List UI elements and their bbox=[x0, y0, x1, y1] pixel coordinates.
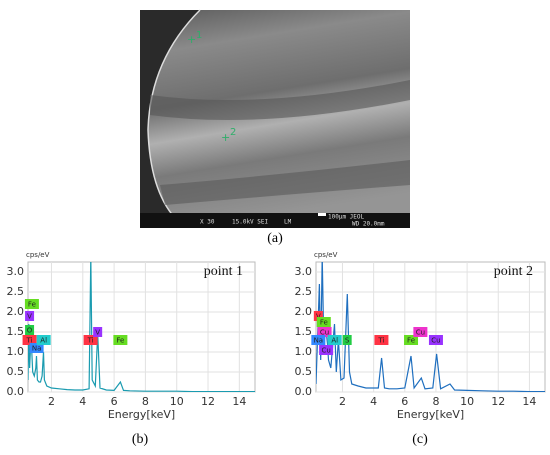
y-tick-label: 1.0 bbox=[7, 345, 25, 358]
element-tag-label: Na bbox=[314, 337, 324, 345]
y-tick-label: 2.0 bbox=[295, 305, 313, 318]
element-tag-label: Ti bbox=[87, 337, 94, 345]
sem-scale-bar bbox=[318, 213, 326, 216]
element-tag bbox=[319, 345, 334, 355]
y-tick-label: 0.0 bbox=[7, 385, 25, 398]
caption: (b) bbox=[132, 432, 149, 447]
y-axis-label: cps/eV bbox=[26, 251, 50, 259]
element-tag bbox=[316, 317, 331, 327]
element-tag bbox=[374, 335, 389, 345]
y-tick-label: 0.5 bbox=[295, 365, 313, 378]
spectrum-chart: 0.0 0.5 1.0 1.5 2.0 2.5 3.0 2 4 6 8 10 12 14 cps/eV Ene… bbox=[295, 251, 546, 421]
element-tag-label: Cu bbox=[321, 347, 330, 355]
element-tag bbox=[24, 299, 39, 309]
element-tag bbox=[413, 327, 428, 337]
x-tick-label: 12 bbox=[491, 395, 505, 408]
sem-marker: 2 bbox=[230, 127, 236, 138]
element-tag-label: V bbox=[316, 313, 321, 321]
x-tick-label: 8 bbox=[432, 395, 439, 408]
element-tag bbox=[22, 335, 37, 345]
element-tag-label: V bbox=[95, 329, 100, 337]
element-tag bbox=[342, 335, 352, 345]
sem-image: X 30 15.0kV SEI LM 100μm JEOL WD 20.0mm … bbox=[140, 9, 410, 228]
caption: (a) bbox=[267, 231, 283, 246]
x-tick-label: 12 bbox=[201, 395, 215, 408]
y-tick-label: 2.5 bbox=[295, 285, 313, 298]
sem-info-bar bbox=[140, 213, 410, 228]
element-tag-label: O bbox=[27, 327, 33, 335]
x-tick-label: 8 bbox=[142, 395, 149, 408]
x-axis-label: Energy[keV] bbox=[397, 408, 464, 421]
x-tick-label: 10 bbox=[170, 395, 184, 408]
chart-title: point 1 bbox=[204, 264, 243, 279]
element-tag-label: Cu bbox=[431, 337, 440, 345]
sem-band bbox=[150, 80, 410, 120]
sem-info: 15.0kV SEI bbox=[232, 219, 269, 226]
x-tick-label: 14 bbox=[232, 395, 246, 408]
sem-edge bbox=[140, 10, 200, 218]
sem-band bbox=[160, 160, 410, 205]
element-tag-label: Ti bbox=[377, 337, 384, 345]
x-tick-label: 2 bbox=[48, 395, 55, 408]
element-tag bbox=[93, 327, 103, 337]
element-tag-label: Fe bbox=[407, 337, 415, 345]
x-tick-label: 6 bbox=[401, 395, 408, 408]
y-tick-label: 0.0 bbox=[295, 385, 313, 398]
element-tag-label: Al bbox=[331, 337, 338, 345]
y-tick-label: 3.0 bbox=[295, 265, 313, 278]
x-tick-label: 4 bbox=[79, 395, 86, 408]
y-tick-label: 0.5 bbox=[7, 365, 25, 378]
y-tick-label: 1.5 bbox=[7, 325, 25, 338]
element-tag bbox=[113, 335, 128, 345]
plot-area bbox=[315, 261, 546, 393]
element-tag-label: Ti bbox=[26, 337, 33, 345]
element-tag bbox=[36, 335, 51, 345]
element-tag bbox=[428, 335, 443, 345]
x-axis-label: Energy[keV] bbox=[108, 408, 175, 421]
element-tag-label: V bbox=[27, 313, 32, 321]
element-tag-label: Fe bbox=[116, 337, 124, 345]
x-tick-label: 4 bbox=[370, 395, 377, 408]
element-tag-label: Cu bbox=[320, 329, 329, 337]
element-tag bbox=[404, 335, 419, 345]
sem-crosshair: + bbox=[221, 131, 230, 144]
spectrum-line bbox=[28, 262, 255, 392]
x-tick-label: 6 bbox=[111, 395, 118, 408]
sem-info: X 30 bbox=[200, 219, 215, 226]
sem-info: 100μm JEOL bbox=[328, 214, 365, 221]
element-tag bbox=[29, 343, 44, 353]
x-tick-label: 14 bbox=[522, 395, 536, 408]
element-tag bbox=[313, 311, 323, 321]
element-tag-label: S bbox=[345, 337, 350, 345]
sem-info: LM bbox=[284, 219, 292, 226]
y-tick-label: 3.0 bbox=[7, 265, 25, 278]
element-tag bbox=[83, 335, 98, 345]
spectrum-chart: 0.0 0.5 1.0 1.5 2.0 2.5 3.0 2 4 6 8 10 12 14 cps/eV Ene… bbox=[7, 251, 256, 421]
x-tick-label: 2 bbox=[339, 395, 346, 408]
sem-info: WD 20.0mm bbox=[352, 221, 385, 228]
element-tag-label: Al bbox=[40, 337, 47, 345]
element-tag-label: Fe bbox=[320, 319, 328, 327]
element-tag-label: Fe bbox=[28, 301, 36, 309]
caption: (c) bbox=[412, 432, 428, 447]
element-tag bbox=[25, 325, 35, 335]
y-tick-label: 2.0 bbox=[7, 305, 25, 318]
element-tag bbox=[317, 327, 332, 337]
element-tag bbox=[311, 335, 326, 345]
element-tag bbox=[327, 335, 342, 345]
element-tag-label: Na bbox=[32, 345, 42, 353]
sem-crosshair: + bbox=[187, 33, 196, 46]
sem-rim bbox=[147, 9, 201, 219]
x-tick-label: 10 bbox=[460, 395, 474, 408]
chart-title: point 2 bbox=[494, 264, 533, 279]
element-tag-label: Cu bbox=[416, 329, 425, 337]
element-tag bbox=[25, 311, 35, 321]
sem-marker: 1 bbox=[196, 30, 202, 41]
y-tick-label: 1.0 bbox=[295, 345, 313, 358]
y-tick-label: 2.5 bbox=[7, 285, 25, 298]
y-tick-label: 1.5 bbox=[295, 325, 313, 338]
y-axis-label: cps/eV bbox=[314, 251, 338, 259]
